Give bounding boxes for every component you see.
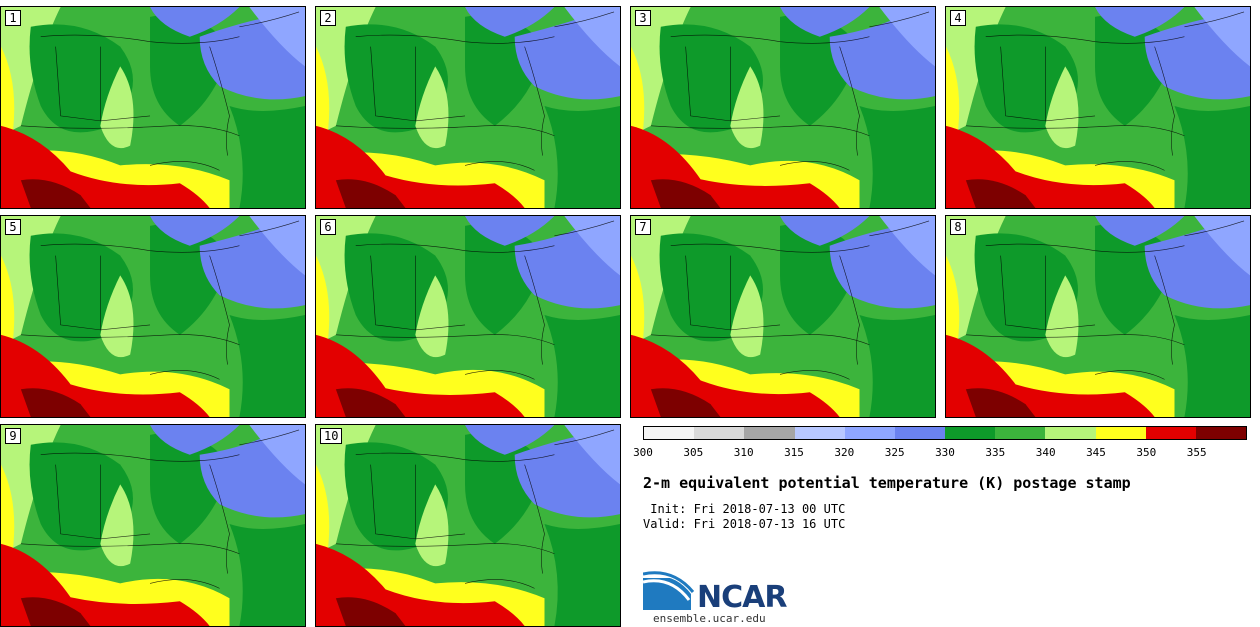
colorbar-segment: [894, 427, 946, 439]
colorbar-tick-label: 315: [784, 446, 804, 459]
postage-stamp-panel: 4: [945, 6, 1251, 209]
panel-label: 3: [635, 10, 651, 26]
colorbar-tick-label: 340: [1035, 446, 1056, 459]
panel-label: 9: [5, 428, 21, 444]
colorbar-segment: [1145, 427, 1196, 439]
panel-label: 1: [5, 10, 21, 26]
logo-text: NCAR: [697, 580, 787, 615]
colorbar-segment: [694, 427, 745, 439]
panel-label: 2: [320, 10, 336, 26]
postage-stamp-panel: 6: [315, 215, 621, 418]
colorbar-tick-label: 310: [733, 446, 754, 459]
panel-label: 7: [635, 219, 651, 235]
panel-label: 6: [320, 219, 336, 235]
colorbar-tick-label: 300: [633, 446, 653, 459]
logo-url: ensemble.ucar.edu: [653, 612, 766, 625]
map-title: 2-m equivalent potential temperature (K)…: [643, 474, 1131, 492]
postage-stamp-panel: 5: [0, 215, 306, 418]
postage-stamp-panel: 9: [0, 424, 306, 627]
postage-stamp-panel: 10: [315, 424, 621, 627]
colorbar-segment: [744, 427, 795, 439]
colorbar-segment: [1195, 427, 1247, 439]
postage-stamp-panel: 8: [945, 215, 1251, 418]
ncar-logo-icon: [643, 571, 695, 610]
colorbar-tick-label: 325: [884, 446, 905, 459]
colorbar-tick-label: 355: [1186, 446, 1207, 459]
colorbar-tick-label: 320: [834, 446, 855, 459]
init-time: Init: Fri 2018-07-13 00 UTC: [643, 502, 846, 516]
panel-label: 8: [950, 219, 966, 235]
colorbar-segment: [644, 427, 695, 439]
postage-stamp-panel: 1: [0, 6, 306, 209]
colorbar-tick-label: 305: [683, 446, 704, 459]
colorbar-segment: [995, 427, 1046, 439]
colorbar-segment: [1095, 427, 1146, 439]
colorbar-tick-label: 350: [1136, 446, 1157, 459]
postage-stamp-panel: 2: [315, 6, 621, 209]
panel-label: 4: [950, 10, 966, 26]
colorbar-segment: [945, 427, 996, 439]
postage-stamp-panel: 3: [630, 6, 936, 209]
colorbar-segment: [1045, 427, 1096, 439]
colorbar: [643, 426, 1247, 440]
panel-label: 5: [5, 219, 21, 235]
valid-time: Valid: Fri 2018-07-13 16 UTC: [643, 517, 846, 531]
colorbar-segment: [794, 427, 845, 439]
colorbar-tick-label: 345: [1086, 446, 1106, 459]
colorbar-segment: [844, 427, 895, 439]
colorbar-tick-label: 330: [935, 446, 955, 459]
colorbar-tick-label: 335: [985, 446, 1006, 459]
panel-label: 10: [320, 428, 343, 444]
postage-stamp-panel: 7: [630, 215, 936, 418]
